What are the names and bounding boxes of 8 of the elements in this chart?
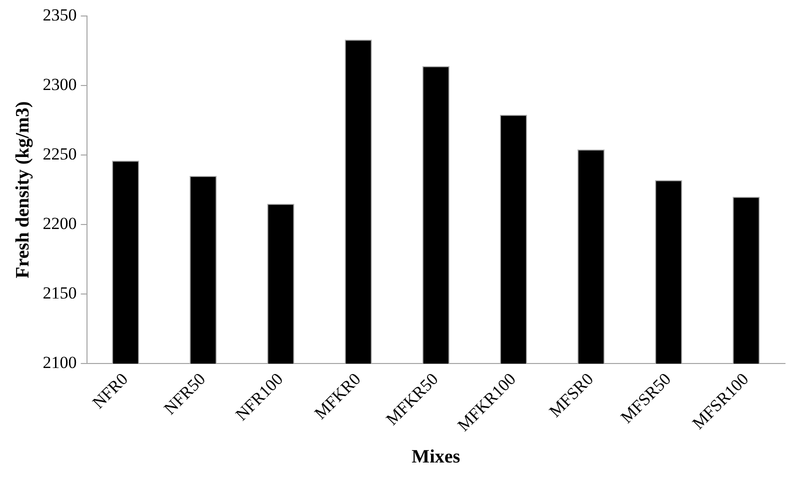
y-axis-title: Fresh density (kg/m3) — [12, 101, 34, 278]
y-tick-label: 2300 — [42, 75, 77, 94]
y-tick-label: 2200 — [42, 214, 77, 234]
y-tick-label: 2350 — [42, 5, 77, 24]
y-tick-label: 2100 — [42, 353, 77, 372]
y-tick-label: 2250 — [42, 144, 77, 164]
y-tick-label: 2150 — [42, 284, 77, 303]
x-axis-title: Mixes — [412, 446, 460, 468]
